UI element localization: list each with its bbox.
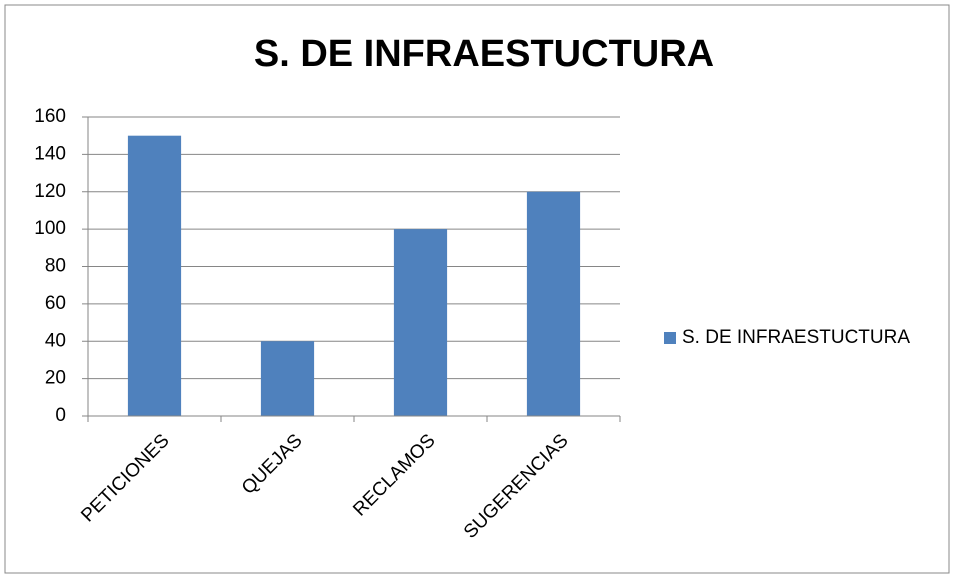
y-tick-label: 120 xyxy=(34,181,66,202)
bar xyxy=(526,191,581,416)
y-tick-label: 0 xyxy=(55,405,66,426)
y-tick-label: 40 xyxy=(45,330,66,351)
y-tick-label: 160 xyxy=(34,106,66,127)
bar xyxy=(260,341,315,416)
y-tick-label: 60 xyxy=(45,293,66,314)
y-tick-label: 20 xyxy=(45,368,66,389)
y-tick-label: 140 xyxy=(34,143,66,164)
legend-swatch xyxy=(664,332,676,344)
y-tick-label: 100 xyxy=(34,218,66,239)
legend-label: S. DE INFRAESTUCTURA xyxy=(682,327,910,348)
bar xyxy=(127,135,182,416)
bar xyxy=(393,229,448,416)
chart-title: S. DE INFRAESTUCTURA xyxy=(254,33,714,75)
y-tick-label: 80 xyxy=(45,256,66,277)
